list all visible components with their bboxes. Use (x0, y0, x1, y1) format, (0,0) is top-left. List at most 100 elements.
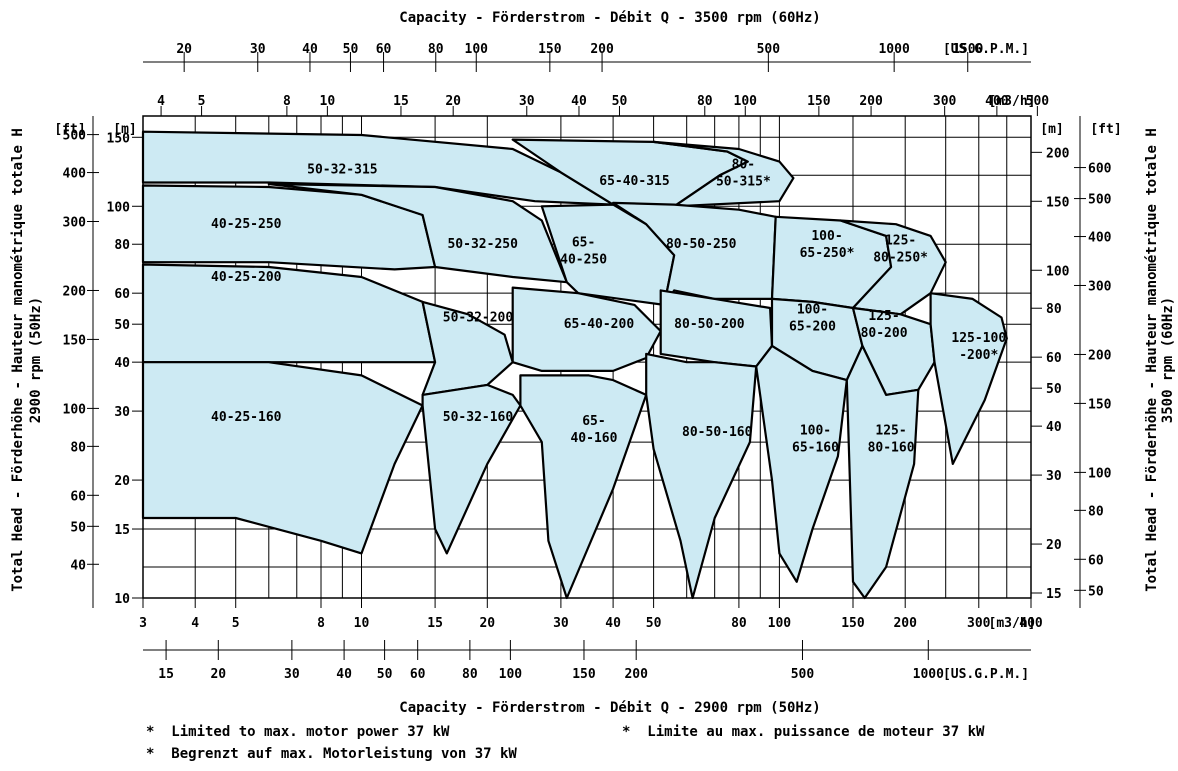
note-german: * Begrenzt auf max. Motorleistung von 37… (146, 746, 517, 762)
top-m3h-tick-label: 400 (985, 94, 1009, 109)
bottom-gpm-tick-label: 80 (462, 667, 478, 682)
region-label-line: 80-50-160 (682, 425, 753, 440)
region-label-line: 65-40-200 (564, 317, 635, 332)
top-m3h-tick-label: 20 (445, 94, 461, 109)
region-label-line: 80-50-200 (674, 317, 745, 332)
region-labels: 50-32-315 65-40-315 80- 50-315* 40-25-250 50-… (211, 157, 1006, 455)
region-label-80-50-250: 80-50-250 (666, 237, 737, 252)
region-label-line: 50-32-160 (443, 410, 514, 425)
bottom-m3h-tick-label: 150 (841, 616, 865, 631)
region-50-32-160 (421, 383, 522, 555)
right-ft-tick-label: 50 (1088, 584, 1104, 599)
bottom-m3h-tick-label: 3 (139, 616, 147, 631)
bottom-m3h-unit: [m3/h] (989, 616, 1036, 631)
region-label-65-40-315: 65-40-315 (599, 174, 669, 189)
right-ft-tick-label: 60 (1088, 553, 1104, 568)
right-m-unit: [m] (1040, 122, 1063, 137)
bottom-gpm-tick-label: 60 (410, 667, 426, 682)
bottom-m3h-tick-label: 300 (967, 616, 991, 631)
left-ft-tick-label: 300 (63, 215, 87, 230)
left-m-tick-label: 20 (114, 474, 130, 489)
region-label-line: 80- (732, 157, 755, 172)
left-ft-tick-label: 100 (63, 402, 87, 417)
right-m-tick-label: 150 (1046, 195, 1070, 210)
region-label-line: 65-250* (800, 246, 855, 261)
bottom-m3h-tick-label: 50 (646, 616, 662, 631)
region-label-line: 40-25-250 (211, 217, 282, 232)
region-label-line: 80-50-250 (666, 237, 737, 252)
right-m-tick-label: 30 (1046, 469, 1062, 484)
region-label-65-40-250: 65- 40-250 (560, 236, 607, 268)
left-m-tick-label: 100 (107, 200, 131, 215)
right-m-tick-label: 200 (1046, 146, 1070, 161)
top-m3h-tick-label: 10 (320, 94, 336, 109)
bottom-m3h-tick-label: 4 (191, 616, 199, 631)
right-ft-tick-label: 80 (1088, 504, 1104, 519)
top-m3h-tick-label: 4 (157, 94, 165, 109)
right-m-tick-label: 40 (1046, 420, 1062, 435)
region-label-line: -200* (959, 348, 998, 363)
right-ft-tick-label: 150 (1088, 397, 1112, 412)
region-label-65-40-200: 65-40-200 (564, 317, 635, 332)
top-gpm-tick-label: 30 (250, 42, 266, 57)
right-ft-tick-label: 400 (1088, 231, 1112, 246)
region-label-line: 50-315* (716, 174, 771, 189)
region-label-line: 50-32-250 (447, 237, 518, 252)
top-m3h-tick-label: 5 (198, 94, 206, 109)
top-m3h-tick-label: 80 (697, 94, 713, 109)
top-gpm-tick-label: 40 (302, 42, 318, 57)
top-m3h-tick-label: 100 (734, 94, 758, 109)
bottom-gpm-unit: [US.G.P.M.] (943, 667, 1029, 682)
region-label-50-32-250: 50-32-250 (447, 237, 518, 252)
region-label-line: 50-32-200 (443, 311, 514, 326)
bottom-axis-title: Capacity - Förderstrom - Débit Q - 2900 … (399, 700, 820, 716)
top-gpm-tick-label: 150 (538, 42, 562, 57)
region-label-line: 125- (875, 424, 906, 439)
right-ft-unit: [ft] (1090, 122, 1121, 137)
left-m-tick-label: 30 (114, 405, 130, 420)
bottom-m3h-tick-label: 8 (317, 616, 325, 631)
bottom-gpm-tick-label: 30 (284, 667, 300, 682)
top-m3h-tick-label: 8 (283, 94, 291, 109)
region-label-line: 125- (868, 309, 899, 324)
top-gpm-tick-label: 200 (590, 42, 614, 57)
region-label-50-32-200: 50-32-200 (443, 311, 514, 326)
left-ft-tick-label: 80 (70, 440, 86, 455)
bottom-m3h-tick-label: 400 (1019, 616, 1043, 631)
region-label-65-40-160: 65- 40-160 (570, 414, 617, 446)
right-m-tick-label: 60 (1046, 351, 1062, 366)
region-label-50-32-160: 50-32-160 (443, 410, 514, 425)
top-gpm-tick-label: 50 (343, 42, 359, 57)
bottom-gpm-tick-label: 500 (791, 667, 815, 682)
region-label-line: 125- (885, 234, 916, 249)
region-label-125-80-250: 125- 80-250* (873, 234, 928, 266)
top-gpm-unit: [US.G.P.M.] (943, 42, 1029, 57)
bottom-gpm-tick-label: 20 (210, 667, 226, 682)
left-m-tick-label: 50 (114, 318, 130, 333)
right-m-tick-label: 20 (1046, 538, 1062, 553)
top-m3h-tick-label: 40 (571, 94, 587, 109)
region-label-125-80-200: 125- 80-200 (861, 309, 908, 341)
top-m3h-tick-label: 300 (933, 94, 957, 109)
region-label-line: 65- (582, 414, 605, 429)
region-label-line: 50-32-315 (307, 163, 377, 178)
note-french: * Limite au max. puissance de moteur 37 … (622, 724, 985, 740)
bottom-m3h-tick-label: 15 (427, 616, 443, 631)
left-ft-unit: [ft] (54, 122, 85, 137)
left-m-tick-label: 80 (114, 238, 130, 253)
bottom-m3h-tick-label: 200 (893, 616, 917, 631)
bottom-gpm-tick-label: 150 (572, 667, 596, 682)
region-label-line: 40-25-200 (211, 270, 282, 285)
top-m3h-tick-label: 50 (612, 94, 628, 109)
region-40-25-200 (141, 263, 437, 364)
region-label-line: 65-40-315 (599, 174, 669, 189)
right-m-tick-label: 100 (1046, 264, 1070, 279)
region-label-line: 65-200 (789, 320, 836, 335)
top-gpm-tick-label: 20 (176, 42, 192, 57)
region-100-65-160 (755, 344, 848, 583)
left-m-tick-label: 15 (114, 523, 130, 538)
region-label-line: 40-250 (560, 253, 607, 268)
right-ft-tick-label: 300 (1088, 279, 1112, 294)
top-m3h-tick-label: 200 (859, 94, 883, 109)
